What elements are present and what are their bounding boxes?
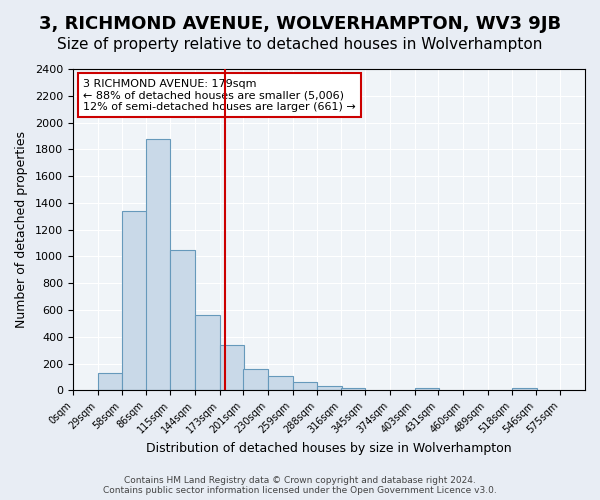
Bar <box>146 138 170 390</box>
Bar <box>268 376 293 390</box>
Text: 3, RICHMOND AVENUE, WOLVERHAMPTON, WV3 9JB: 3, RICHMOND AVENUE, WOLVERHAMPTON, WV3 9… <box>39 15 561 33</box>
Text: Size of property relative to detached houses in Wolverhampton: Size of property relative to detached ho… <box>58 38 542 52</box>
Bar <box>170 250 195 390</box>
Bar <box>220 345 244 391</box>
Y-axis label: Number of detached properties: Number of detached properties <box>15 131 28 328</box>
Bar <box>195 316 220 390</box>
Text: Contains HM Land Registry data © Crown copyright and database right 2024.
Contai: Contains HM Land Registry data © Crown c… <box>103 476 497 495</box>
Bar <box>122 211 146 390</box>
Bar <box>512 388 536 390</box>
Bar <box>244 369 268 390</box>
X-axis label: Distribution of detached houses by size in Wolverhampton: Distribution of detached houses by size … <box>146 442 512 455</box>
Bar <box>415 388 439 390</box>
Text: 3 RICHMOND AVENUE: 179sqm
← 88% of detached houses are smaller (5,006)
12% of se: 3 RICHMOND AVENUE: 179sqm ← 88% of detac… <box>83 78 356 112</box>
Bar <box>317 386 341 390</box>
Bar <box>341 388 365 390</box>
Bar <box>293 382 317 390</box>
Bar <box>98 373 122 390</box>
